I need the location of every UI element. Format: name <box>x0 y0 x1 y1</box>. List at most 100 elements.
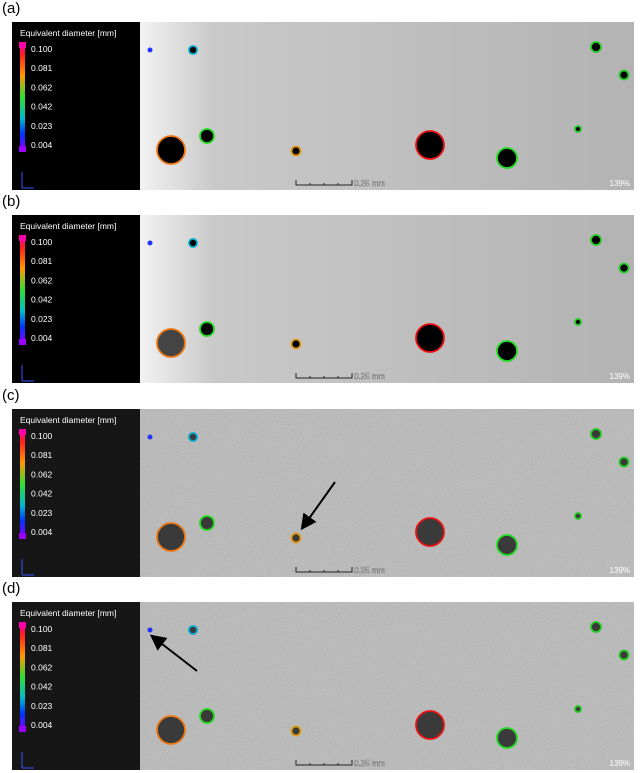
colorbar-tick-label: 0.004 <box>31 527 53 537</box>
pore <box>415 710 445 740</box>
colorbar-tick-label: 0.100 <box>31 237 53 247</box>
panel-label: (d) <box>2 580 21 597</box>
pore <box>415 130 445 160</box>
colorbar-cap <box>19 235 26 241</box>
colorbar-tick-label: 0.062 <box>31 469 53 479</box>
ct-slice: Equivalent diameter [mm] 0.100 0.081 0.062 0… <box>12 409 634 577</box>
colorbar-cap <box>19 42 26 48</box>
colorbar-tick-label: 0.023 <box>31 701 53 711</box>
pore <box>290 532 302 544</box>
pore <box>496 534 518 556</box>
pore <box>590 621 602 633</box>
colorbar-tick-label: 0.004 <box>31 140 53 150</box>
pore <box>590 428 602 440</box>
sample <box>140 22 634 190</box>
axis-triad <box>21 752 34 769</box>
colorbar-tick-label: 0.023 <box>31 508 53 518</box>
pore <box>496 147 518 169</box>
pore <box>290 338 302 350</box>
panel: (c) Equivalent diameter [mm] 0.100 0.081 0.0… <box>0 387 642 580</box>
colorbar-title: Equivalent diameter [mm] <box>20 415 116 425</box>
colorbar-tick-label: 0.023 <box>31 314 53 324</box>
pore <box>415 517 445 547</box>
colorbar-tick-label: 0.042 <box>31 682 53 692</box>
pore <box>188 238 198 248</box>
pore <box>590 41 602 53</box>
colorbar-tick-label: 0.042 <box>31 102 53 112</box>
colorbar-tick-label: 0.062 <box>31 275 53 285</box>
colorbar-title: Equivalent diameter [mm] <box>20 28 116 38</box>
scale-bar <box>295 180 353 186</box>
arrow <box>300 481 336 531</box>
ct-slice: Equivalent diameter [mm] 0.100 0.081 0.062 0… <box>12 602 634 770</box>
pore <box>290 145 302 157</box>
panel-label: (b) <box>2 193 21 210</box>
panel-label: (c) <box>2 387 20 404</box>
colorbar-cap <box>19 622 26 628</box>
sample <box>140 409 634 577</box>
pore <box>188 625 198 635</box>
pore <box>156 522 186 552</box>
panel: (d) Equivalent diameter [mm] 0.100 0.081 0.0… <box>0 580 642 773</box>
colorbar-tick-label: 0.100 <box>31 431 53 441</box>
sample <box>140 602 634 770</box>
arrow <box>149 634 198 672</box>
pore <box>199 321 215 337</box>
colorbar-cap <box>19 533 26 539</box>
colorbar <box>20 44 25 150</box>
pore <box>618 649 630 661</box>
pore <box>590 234 602 246</box>
colorbar-tick-label: 0.081 <box>31 63 53 73</box>
pore <box>188 45 198 55</box>
pore <box>574 318 582 326</box>
ct-slice: Equivalent diameter [mm] 0.100 0.081 0.062 0… <box>12 22 634 190</box>
colorbar-tick-label: 0.004 <box>31 720 53 730</box>
pore <box>574 125 582 133</box>
zoom-label: 139% <box>610 179 630 188</box>
colorbar-cap <box>19 339 26 345</box>
pore <box>147 240 153 246</box>
pore <box>496 340 518 362</box>
pore <box>188 432 198 442</box>
scale-bar-label: 0.25 mm <box>354 179 385 188</box>
colorbar-tick-label: 0.081 <box>31 450 53 460</box>
axis-triad <box>21 559 34 576</box>
colorbar <box>20 431 25 537</box>
pore <box>618 456 630 468</box>
left-noise <box>12 409 140 577</box>
scale-bar <box>295 567 353 573</box>
colorbar-cap <box>19 146 26 152</box>
pore <box>496 727 518 749</box>
scale-bar <box>295 373 353 379</box>
colorbar-tick-label: 0.100 <box>31 44 53 54</box>
colorbar <box>20 624 25 730</box>
zoom-label: 139% <box>610 759 630 768</box>
colorbar-cap <box>19 429 26 435</box>
pore <box>156 328 186 358</box>
scale-bar <box>295 760 353 766</box>
scale-bar-label: 0.25 mm <box>354 566 385 575</box>
colorbar-tick-label: 0.062 <box>31 82 53 92</box>
pore <box>574 512 582 520</box>
pore <box>415 323 445 353</box>
scale-bar-label: 0.25 mm <box>354 372 385 381</box>
colorbar-title: Equivalent diameter [mm] <box>20 608 116 618</box>
pore <box>618 69 630 81</box>
zoom-label: 139% <box>610 566 630 575</box>
panel: (b) Equivalent diameter [mm] 0.100 0.081 0.0… <box>0 193 642 386</box>
pore <box>199 128 215 144</box>
colorbar-tick-label: 0.100 <box>31 624 53 634</box>
pore <box>156 135 186 165</box>
pore <box>156 715 186 745</box>
pore <box>199 515 215 531</box>
zoom-label: 139% <box>610 372 630 381</box>
colorbar <box>20 237 25 343</box>
ct-slice: Equivalent diameter [mm] 0.100 0.081 0.062 0… <box>12 215 634 383</box>
pore <box>147 47 153 53</box>
colorbar-tick-label: 0.081 <box>31 643 53 653</box>
colorbar-cap <box>19 726 26 732</box>
scale-bar-label: 0.25 mm <box>354 759 385 768</box>
colorbar-tick-label: 0.042 <box>31 295 53 305</box>
left-noise <box>12 602 140 770</box>
